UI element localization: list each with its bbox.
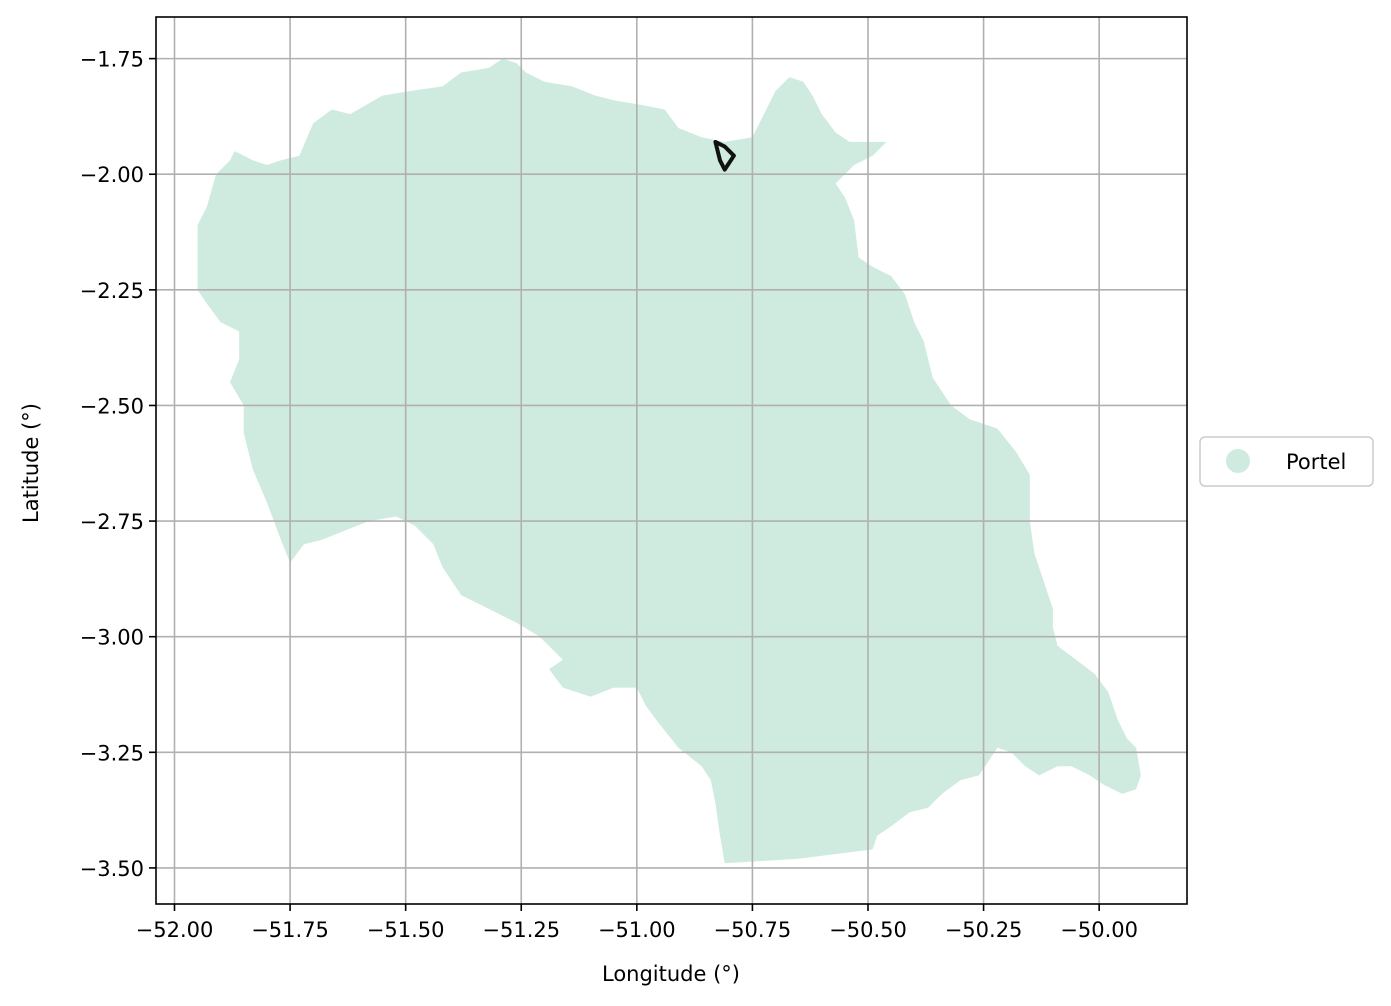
y-tick-label: −3.25	[80, 741, 144, 765]
x-tick-label: −51.00	[598, 918, 676, 942]
grid-layer	[156, 17, 1187, 904]
x-tick-label: −50.50	[829, 918, 907, 942]
legend: Portel	[1199, 436, 1374, 487]
x-tick-label: −51.75	[251, 918, 329, 942]
outline-layer	[713, 139, 736, 172]
plot-frame	[155, 16, 1188, 905]
y-tick-label: −2.75	[80, 510, 144, 534]
y-tick-label: −3.00	[80, 626, 144, 650]
y-tick-label: −1.75	[80, 48, 144, 72]
legend-marker-portel	[1226, 449, 1250, 473]
y-tick-label: −2.00	[80, 163, 144, 187]
y-tick-label: −2.25	[80, 279, 144, 303]
x-tick-label: −50.75	[714, 918, 792, 942]
x-tick-label: −50.00	[1060, 918, 1138, 942]
legend-box	[1199, 436, 1374, 487]
y-tick-label: −2.50	[80, 394, 144, 418]
x-axis-label: Longitude (°)	[602, 962, 740, 986]
regions-layer	[197, 58, 1141, 864]
y-tick-label: −3.50	[80, 857, 144, 881]
y-axis-ticks: −1.75 −2.00 −2.25 −2.50 −2.75 −3.00 −3.25 −3.50	[80, 48, 156, 881]
x-tick-label: −51.50	[367, 918, 445, 942]
x-tick-label: −52.00	[136, 918, 214, 942]
x-axis-ticks: −52.00 −51.75 −51.50 −51.25 −51.00 −50.75 −50.…	[136, 904, 1138, 942]
region-portel	[197, 58, 1141, 864]
legend-label-portel: Portel	[1286, 450, 1346, 474]
x-tick-label: −51.25	[482, 918, 560, 942]
x-tick-label: −50.25	[945, 918, 1023, 942]
y-axis-label: Latitude (°)	[19, 403, 43, 523]
outlined-feature	[713, 139, 736, 172]
